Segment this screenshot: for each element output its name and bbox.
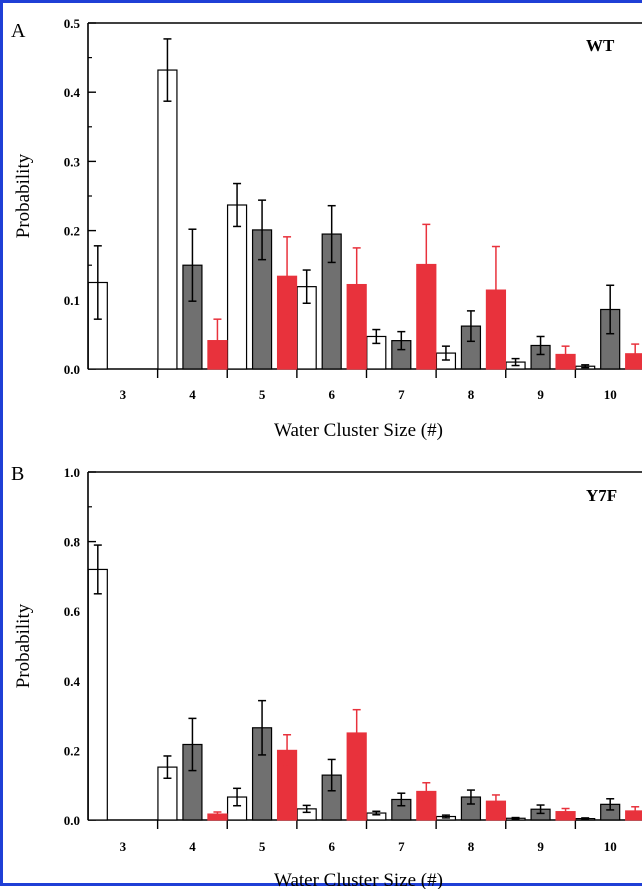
panel-tag: WT xyxy=(586,36,615,55)
x-tick-label: 4 xyxy=(189,387,196,402)
error-bar xyxy=(258,699,267,756)
x-tick-label: 3 xyxy=(120,387,127,402)
error-bar xyxy=(511,816,520,820)
error-bar xyxy=(536,335,545,356)
x-axis-title: Water Cluster Size (#) xyxy=(274,420,443,441)
error-bar xyxy=(327,758,336,792)
y-tick-label: 0.2 xyxy=(64,224,80,239)
y-tick-label: 1.0 xyxy=(64,465,80,480)
x-tick-label: 9 xyxy=(537,387,544,402)
error-bar xyxy=(352,247,361,323)
error-bar xyxy=(536,804,545,815)
error-bar xyxy=(397,330,406,351)
error-bar xyxy=(466,310,475,343)
y-tick-label: 0.5 xyxy=(64,16,81,31)
error-bar xyxy=(93,245,102,320)
error-bar xyxy=(213,318,222,363)
error-bar xyxy=(188,717,197,772)
error-bar xyxy=(441,814,450,819)
error-bar xyxy=(511,357,520,367)
error-bar xyxy=(491,794,500,809)
error-bar xyxy=(422,223,431,306)
x-tick-label: 10 xyxy=(604,387,617,402)
bar xyxy=(87,568,108,821)
error-bar xyxy=(302,269,311,305)
error-bar xyxy=(631,806,640,816)
y-tick-label: 0.2 xyxy=(64,743,80,758)
y-tick-label: 0.6 xyxy=(64,604,81,619)
x-tick-label: 4 xyxy=(189,839,196,854)
error-bar xyxy=(631,343,640,365)
error-bar xyxy=(397,792,406,807)
chart-panel-a: 0.0 0.1 0.2 0.3 0.4 0.5 3 4 5 6 7 8 9 10 A WT Water Clus… xyxy=(11,16,642,441)
error-bar xyxy=(327,204,336,264)
bar xyxy=(625,353,642,370)
panel-letter: A xyxy=(11,20,26,42)
error-bar xyxy=(283,236,292,317)
error-bar xyxy=(233,787,242,807)
error-bar xyxy=(213,811,222,817)
error-bar xyxy=(258,199,267,261)
x-axis-title: Water Cluster Size (#) xyxy=(274,870,443,889)
error-bar xyxy=(352,708,361,758)
error-bar xyxy=(372,328,381,345)
chart-panel-b: 0.0 0.2 0.4 0.6 0.8 1.0 3 4 5 6 7 8 9 10 B Y7F Water Clu… xyxy=(11,463,642,889)
x-tick-label: 9 xyxy=(537,839,544,854)
error-bar xyxy=(491,245,500,335)
y-tick-label: 0.1 xyxy=(64,293,80,308)
y-tick-label: 0.4 xyxy=(64,85,81,100)
x-tick-label: 5 xyxy=(259,839,266,854)
error-bar xyxy=(606,284,615,335)
panel-tag: Y7F xyxy=(586,486,617,505)
x-tick-label: 3 xyxy=(120,839,127,854)
y-tick-label: 0.8 xyxy=(64,535,81,550)
error-bar xyxy=(233,182,242,228)
x-tick-label: 5 xyxy=(259,387,266,402)
error-bar xyxy=(283,733,292,767)
error-bar xyxy=(188,228,197,302)
x-tick-label: 7 xyxy=(398,839,405,854)
y-axis-title: Probability xyxy=(13,603,34,688)
panel-letter: B xyxy=(11,463,24,485)
x-tick-label: 8 xyxy=(468,839,475,854)
error-bar xyxy=(466,789,475,805)
y-tick-label: 0.0 xyxy=(64,813,80,828)
error-bar xyxy=(581,817,590,821)
x-tick-label: 10 xyxy=(604,839,617,854)
y-tick-label: 0.3 xyxy=(64,154,81,169)
error-bar xyxy=(372,810,381,816)
x-tick-label: 6 xyxy=(328,387,335,402)
error-bar xyxy=(302,804,311,814)
bar-charts: 0.0 0.1 0.2 0.3 0.4 0.5 3 4 5 6 7 8 9 10 A WT Water Clus… xyxy=(11,16,642,889)
y-axis-title: Probability xyxy=(13,153,34,238)
error-bar xyxy=(561,345,570,364)
bar xyxy=(226,204,248,370)
x-tick-label: 8 xyxy=(468,387,475,402)
error-bar xyxy=(93,544,102,595)
error-bar xyxy=(441,345,450,361)
y-tick-label: 0.4 xyxy=(64,674,81,689)
bar xyxy=(157,69,178,370)
x-tick-label: 6 xyxy=(328,839,335,854)
error-bar xyxy=(163,755,172,779)
error-bar xyxy=(422,782,431,801)
x-tick-label: 7 xyxy=(398,387,405,402)
y-tick-label: 0.0 xyxy=(64,362,80,377)
error-bar xyxy=(606,798,615,811)
error-bar xyxy=(561,807,570,816)
error-bar xyxy=(581,364,590,369)
error-bar xyxy=(163,38,172,102)
